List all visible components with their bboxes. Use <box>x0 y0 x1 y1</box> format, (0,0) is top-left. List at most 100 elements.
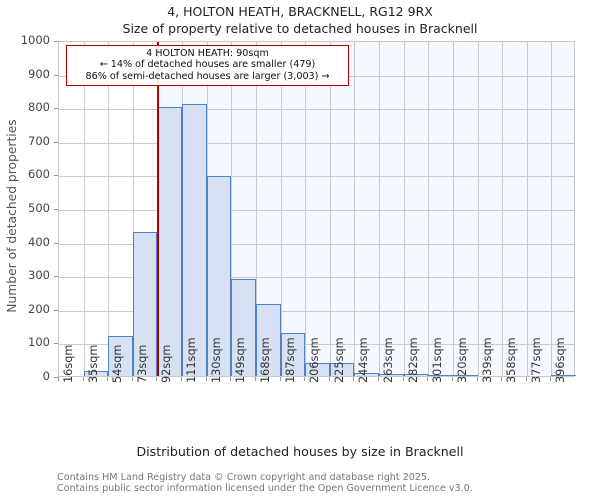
x-axis-tick-label: 282sqm <box>406 337 420 383</box>
gridline-horizontal <box>59 310 574 312</box>
gridline-vertical <box>231 42 233 376</box>
y-axis-tick-label: 100 <box>28 335 50 350</box>
gridline-vertical <box>108 42 110 376</box>
annotation-line-1: 4 HOLTON HEATH: 90sqm <box>146 48 269 59</box>
gridline-vertical <box>477 42 479 376</box>
x-axis-tick <box>82 377 84 381</box>
y-axis-tick <box>54 209 58 210</box>
y-axis-tick <box>54 141 58 143</box>
histogram-bar <box>280 333 306 376</box>
y-axis-tick-label: 0 <box>42 369 50 383</box>
gridline-vertical <box>83 42 85 376</box>
histogram-bar <box>551 374 576 376</box>
x-axis-tick <box>254 377 256 381</box>
y-axis-tick-label: 300 <box>28 268 50 283</box>
x-axis-tick <box>205 377 207 381</box>
x-axis-tick-label: 73sqm <box>135 344 149 383</box>
x-axis-tick <box>304 377 306 381</box>
x-axis-tick <box>181 377 183 381</box>
x-axis-tick-label: 35sqm <box>86 344 100 383</box>
property-annotation-box: 4 HOLTON HEATH: 90sqm ← 14% of detached … <box>66 45 349 87</box>
x-axis-tick <box>427 377 429 381</box>
y-axis-tick-label: 500 <box>28 201 50 215</box>
x-axis-tick <box>378 377 380 381</box>
annotation-line-3: 86% of semi-detached houses are larger (… <box>85 70 330 82</box>
y-axis-tick <box>54 175 58 177</box>
x-axis-tick-label: 92sqm <box>160 344 174 383</box>
histogram-bar <box>255 303 281 376</box>
histogram-bar <box>83 370 109 376</box>
histogram-bar <box>206 176 232 376</box>
x-axis-tick <box>131 377 133 381</box>
histogram-bar <box>354 372 380 376</box>
gridline-horizontal <box>59 243 574 245</box>
gridline-vertical <box>329 42 331 376</box>
chart-title-block: 4, HOLTON HEATH, BRACKNELL, RG12 9RX Siz… <box>0 4 600 37</box>
x-axis-tick-label: 54sqm <box>111 344 125 383</box>
y-axis-tick <box>54 343 58 345</box>
gridline-vertical <box>403 42 405 376</box>
annotation-line-2: ← 14% of detached houses are smaller (47… <box>99 59 316 71</box>
histogram-bar <box>305 362 330 376</box>
gridline-horizontal <box>59 176 574 178</box>
property-size-marker-line <box>157 42 160 376</box>
gridline-vertical <box>526 42 528 376</box>
x-axis-tick <box>525 377 527 381</box>
histogram-bar <box>108 336 133 376</box>
footer-line-2: Contains public sector information licen… <box>57 483 473 494</box>
x-axis-tick <box>476 377 478 381</box>
x-axis-tick-label: 377sqm <box>529 337 543 383</box>
x-axis-title: Distribution of detached houses by size … <box>136 444 464 459</box>
x-axis-tick-label: 244sqm <box>357 337 371 383</box>
page-title: 4, HOLTON HEATH, BRACKNELL, RG12 9RX <box>167 4 433 19</box>
x-axis-tick-label: 320sqm <box>455 337 469 383</box>
y-axis-tick <box>54 276 58 278</box>
gridline-horizontal <box>59 109 574 111</box>
gridline-vertical <box>255 42 257 376</box>
gridline-vertical <box>502 42 504 376</box>
histogram-bar <box>379 373 404 376</box>
x-axis-tick <box>501 377 503 381</box>
x-axis-tick-label: 263sqm <box>382 337 396 383</box>
histogram-bar <box>403 374 429 376</box>
x-axis-tick <box>279 377 281 381</box>
footer-line-1: Contains HM Land Registry data © Crown c… <box>57 472 431 483</box>
gridline-vertical <box>354 42 356 376</box>
x-axis-tick-label: 206sqm <box>308 337 322 383</box>
gridline-vertical <box>280 42 282 376</box>
x-axis-tick-label: 225sqm <box>332 337 346 383</box>
gridline-vertical <box>428 42 430 376</box>
gridline-horizontal <box>59 344 574 346</box>
x-axis-tick-label: 149sqm <box>234 337 248 383</box>
gridline-vertical <box>305 42 307 376</box>
x-axis-tick <box>107 377 109 381</box>
gridline-vertical <box>379 42 381 376</box>
x-axis-tick-label: 168sqm <box>258 337 272 383</box>
x-axis-tick <box>328 377 330 381</box>
gridline-vertical <box>132 42 134 376</box>
histogram-bar <box>428 374 453 376</box>
x-axis-tick-label: 358sqm <box>505 337 519 383</box>
y-axis-tick <box>54 41 58 42</box>
y-axis-tick-label: 700 <box>28 133 50 148</box>
histogram-bar <box>231 278 256 376</box>
x-axis-tick-label: 187sqm <box>283 337 297 383</box>
x-axis-tick-label: 130sqm <box>209 337 223 383</box>
chart-subtitle: Size of property relative to detached ho… <box>122 21 478 36</box>
gridline-horizontal <box>59 277 574 279</box>
y-axis-tick-label: 1000 <box>20 33 50 47</box>
plot-area <box>58 41 576 377</box>
x-axis-tick-label: 16sqm <box>62 344 75 383</box>
x-axis-tick-label: 396sqm <box>554 337 568 383</box>
y-axis-tick <box>54 74 58 76</box>
x-axis-tick-label: 301sqm <box>431 337 445 383</box>
y-axis-tick-label: 200 <box>28 301 50 316</box>
histogram-bar <box>182 103 207 376</box>
y-axis-tick <box>54 309 58 311</box>
x-axis-tick <box>353 377 355 381</box>
x-axis-tick <box>451 377 453 381</box>
y-axis-tick-label: 600 <box>28 167 50 182</box>
footer-attribution: Contains HM Land Registry data © Crown c… <box>57 472 473 494</box>
x-axis-tick <box>58 377 59 381</box>
histogram-bar <box>452 374 478 376</box>
